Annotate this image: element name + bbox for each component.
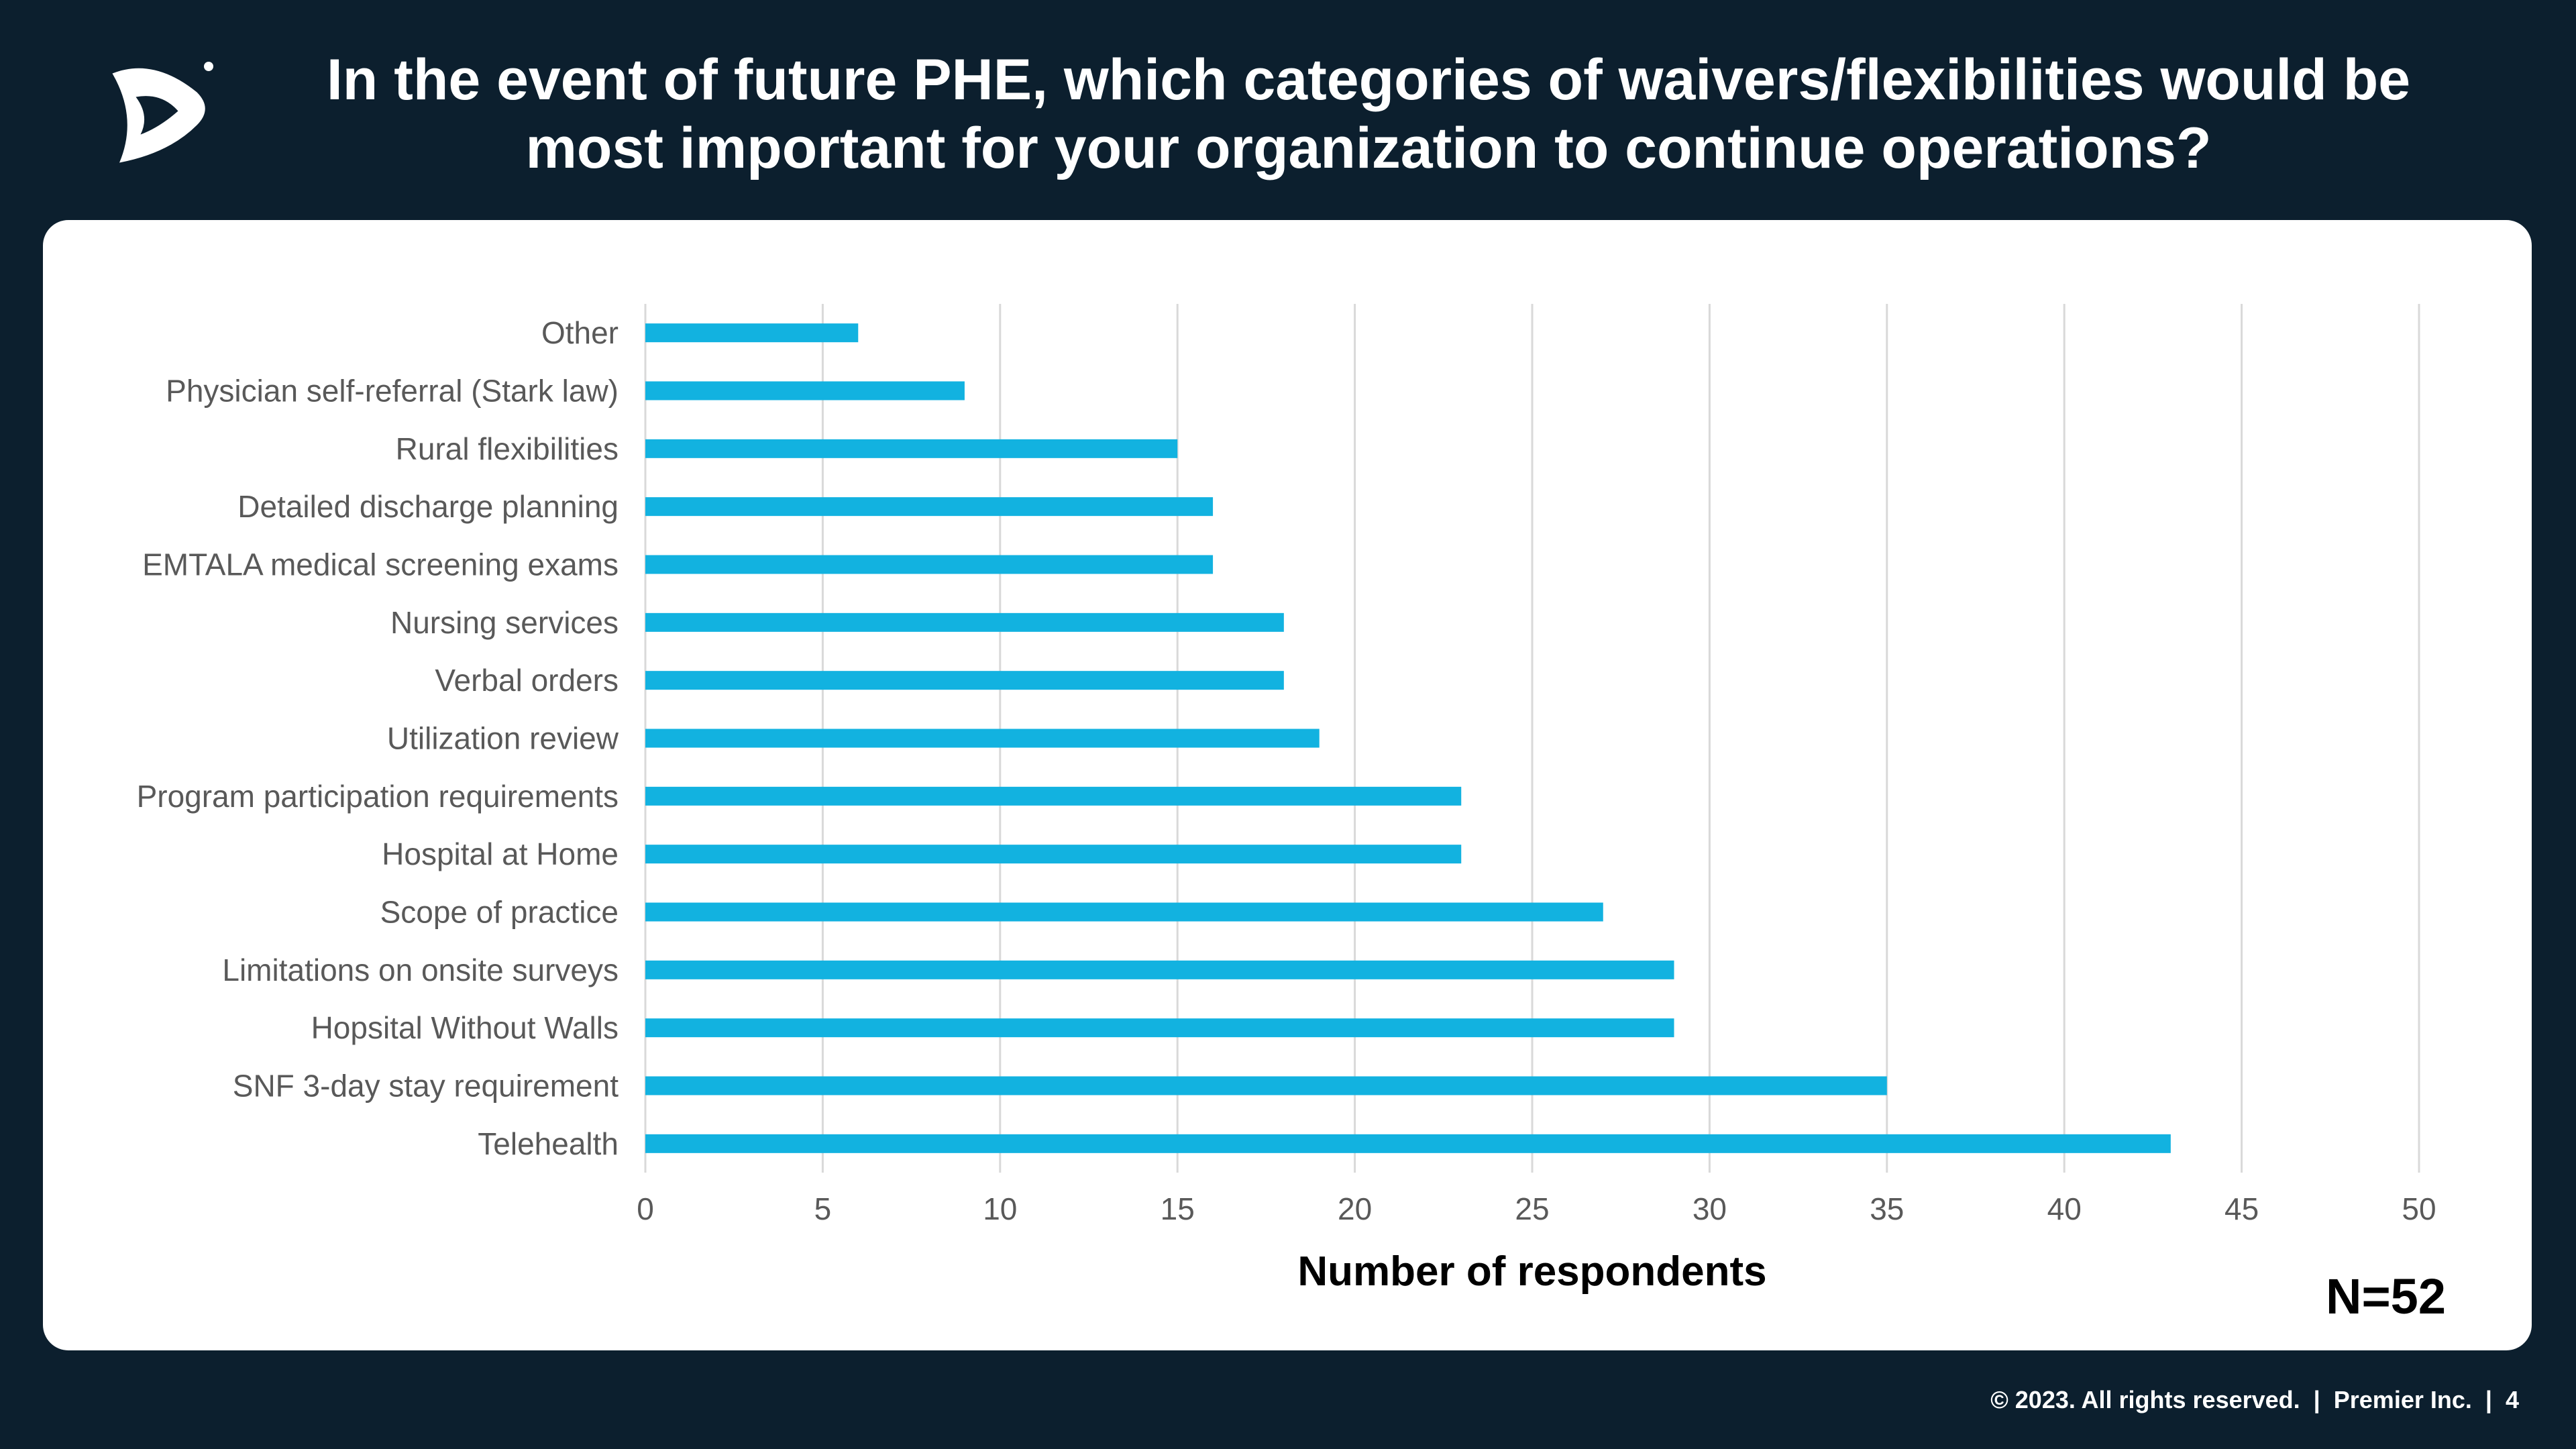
category-label: Limitations on onsite surveys bbox=[222, 953, 619, 987]
category-label: Utilization review bbox=[387, 721, 619, 756]
x-tick-label: 5 bbox=[814, 1191, 832, 1226]
category-label: Nursing services bbox=[390, 605, 619, 640]
page-title: In the event of future PHE, which catego… bbox=[228, 46, 2509, 182]
category-label: Scope of practice bbox=[380, 895, 619, 930]
category-label: Hopsital Without Walls bbox=[311, 1010, 619, 1045]
x-tick-label: 50 bbox=[2402, 1191, 2436, 1226]
category-label: Hospital at Home bbox=[382, 837, 619, 871]
category-label: Rural flexibilities bbox=[396, 431, 619, 466]
category-label: Other bbox=[541, 315, 619, 350]
footer-page-number: 4 bbox=[2505, 1386, 2519, 1413]
bar bbox=[645, 786, 1462, 806]
category-label: SNF 3-day stay requirement bbox=[233, 1069, 619, 1104]
x-tick-label: 25 bbox=[1515, 1191, 1549, 1226]
bar bbox=[645, 381, 965, 400]
category-label: EMTALA medical screening exams bbox=[142, 547, 619, 582]
footer-company: Premier Inc. bbox=[2333, 1386, 2472, 1413]
category-label: Program participation requirements bbox=[137, 779, 619, 814]
x-tick-label: 45 bbox=[2224, 1191, 2259, 1226]
bar-chart: Other Physician self-referral (Stark law)… bbox=[137, 304, 2436, 1295]
bar bbox=[645, 902, 1603, 922]
bar bbox=[645, 729, 1320, 748]
category-label: Physician self-referral (Stark law) bbox=[166, 374, 619, 409]
footer-copyright: © 2023. All rights reserved. bbox=[1990, 1386, 2300, 1413]
bar bbox=[645, 671, 1284, 690]
x-tick-label: 0 bbox=[637, 1191, 654, 1226]
bar bbox=[645, 845, 1462, 864]
x-tick-label: 40 bbox=[2047, 1191, 2082, 1226]
x-tick-label: 30 bbox=[1693, 1191, 1727, 1226]
category-label: Verbal orders bbox=[435, 663, 619, 698]
chart-panel: Other Physician self-referral (Stark law)… bbox=[43, 220, 2532, 1350]
bar bbox=[645, 612, 1284, 632]
premier-logo-icon bbox=[112, 62, 213, 163]
bar bbox=[645, 1134, 2171, 1153]
title-line-1: In the event of future PHE, which catego… bbox=[326, 48, 2411, 112]
bar bbox=[645, 960, 1674, 979]
bar bbox=[645, 555, 1214, 574]
bar bbox=[645, 323, 859, 343]
bar bbox=[645, 1018, 1674, 1038]
bar bbox=[645, 497, 1214, 517]
footer: © 2023. All rights reserved. | Premier I… bbox=[1990, 1386, 2519, 1413]
title-line-2: most important for your organization to … bbox=[525, 116, 2212, 180]
bar bbox=[645, 1076, 1887, 1095]
bar bbox=[645, 439, 1178, 458]
x-tick-label: 20 bbox=[1338, 1191, 1372, 1226]
x-tick-label: 15 bbox=[1161, 1191, 1195, 1226]
x-axis-title: Number of respondents bbox=[1297, 1248, 1766, 1295]
sample-size-label: N=52 bbox=[2326, 1269, 2446, 1324]
category-label: Telehealth bbox=[478, 1126, 619, 1161]
x-tick-label: 35 bbox=[1870, 1191, 1904, 1226]
x-tick-label: 10 bbox=[983, 1191, 1017, 1226]
category-label: Detailed discharge planning bbox=[237, 489, 619, 524]
